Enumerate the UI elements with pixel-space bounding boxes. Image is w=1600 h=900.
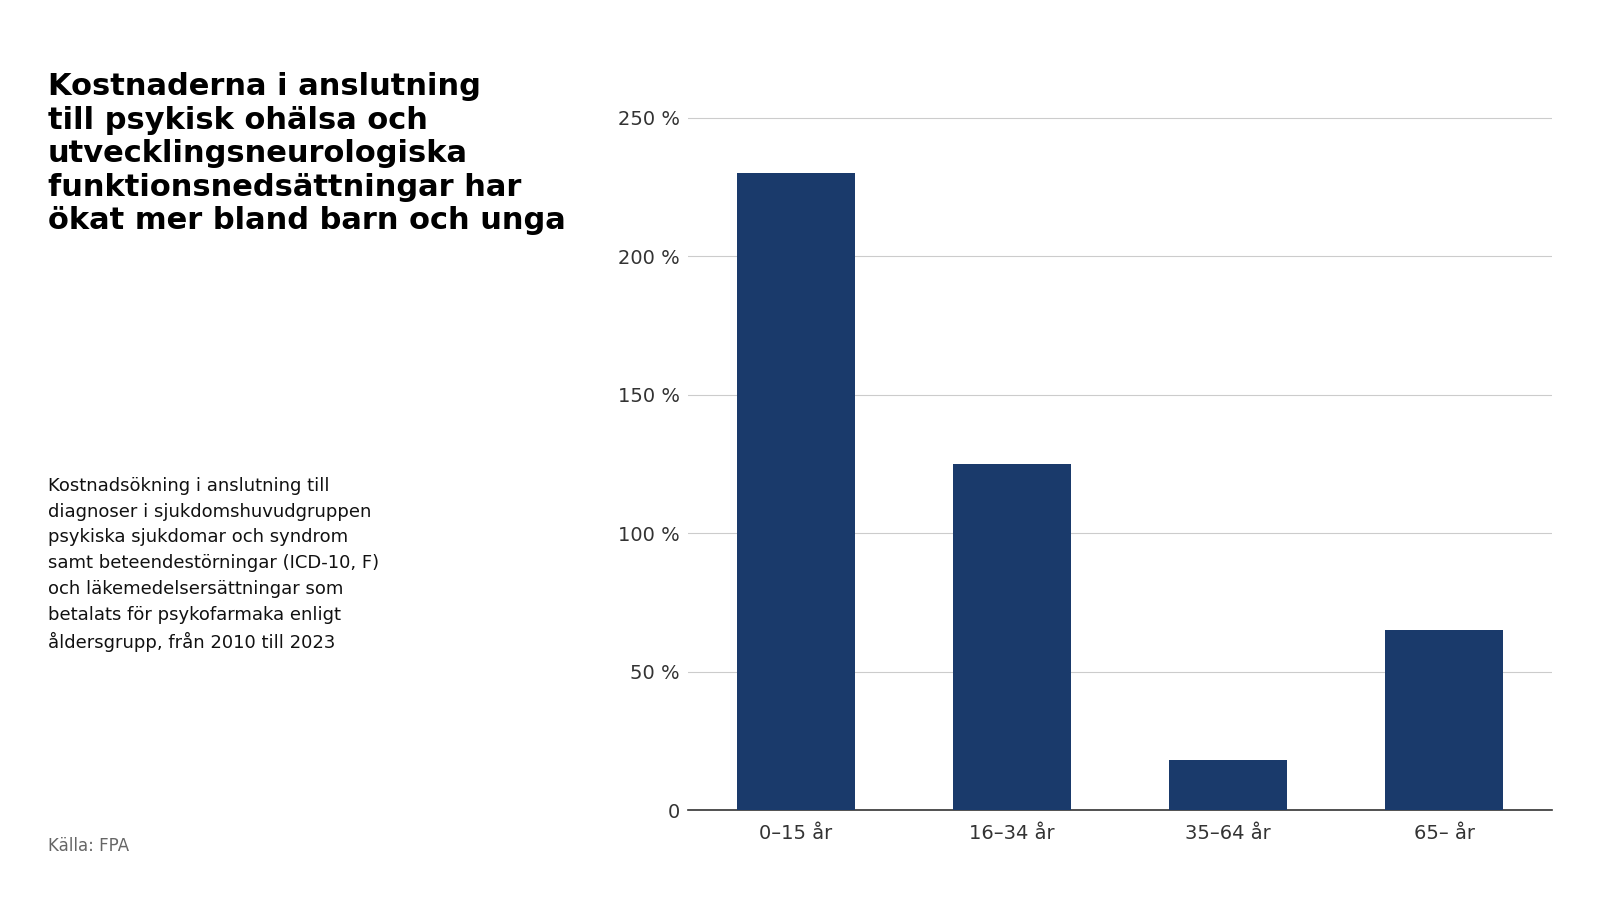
Text: Kostnaderna i anslutning
till psykisk ohälsa och
utvecklingsneurologiska
funktio: Kostnaderna i anslutning till psykisk oh… xyxy=(48,72,566,236)
Bar xyxy=(736,173,856,810)
Bar xyxy=(1384,630,1504,810)
Bar xyxy=(1168,760,1288,810)
Bar xyxy=(952,464,1072,810)
Text: Kostnadsökning i anslutning till
diagnoser i sjukdomshuvudgruppen
psykiska sjukd: Kostnadsökning i anslutning till diagnos… xyxy=(48,477,379,652)
Text: Källa: FPA: Källa: FPA xyxy=(48,837,130,855)
